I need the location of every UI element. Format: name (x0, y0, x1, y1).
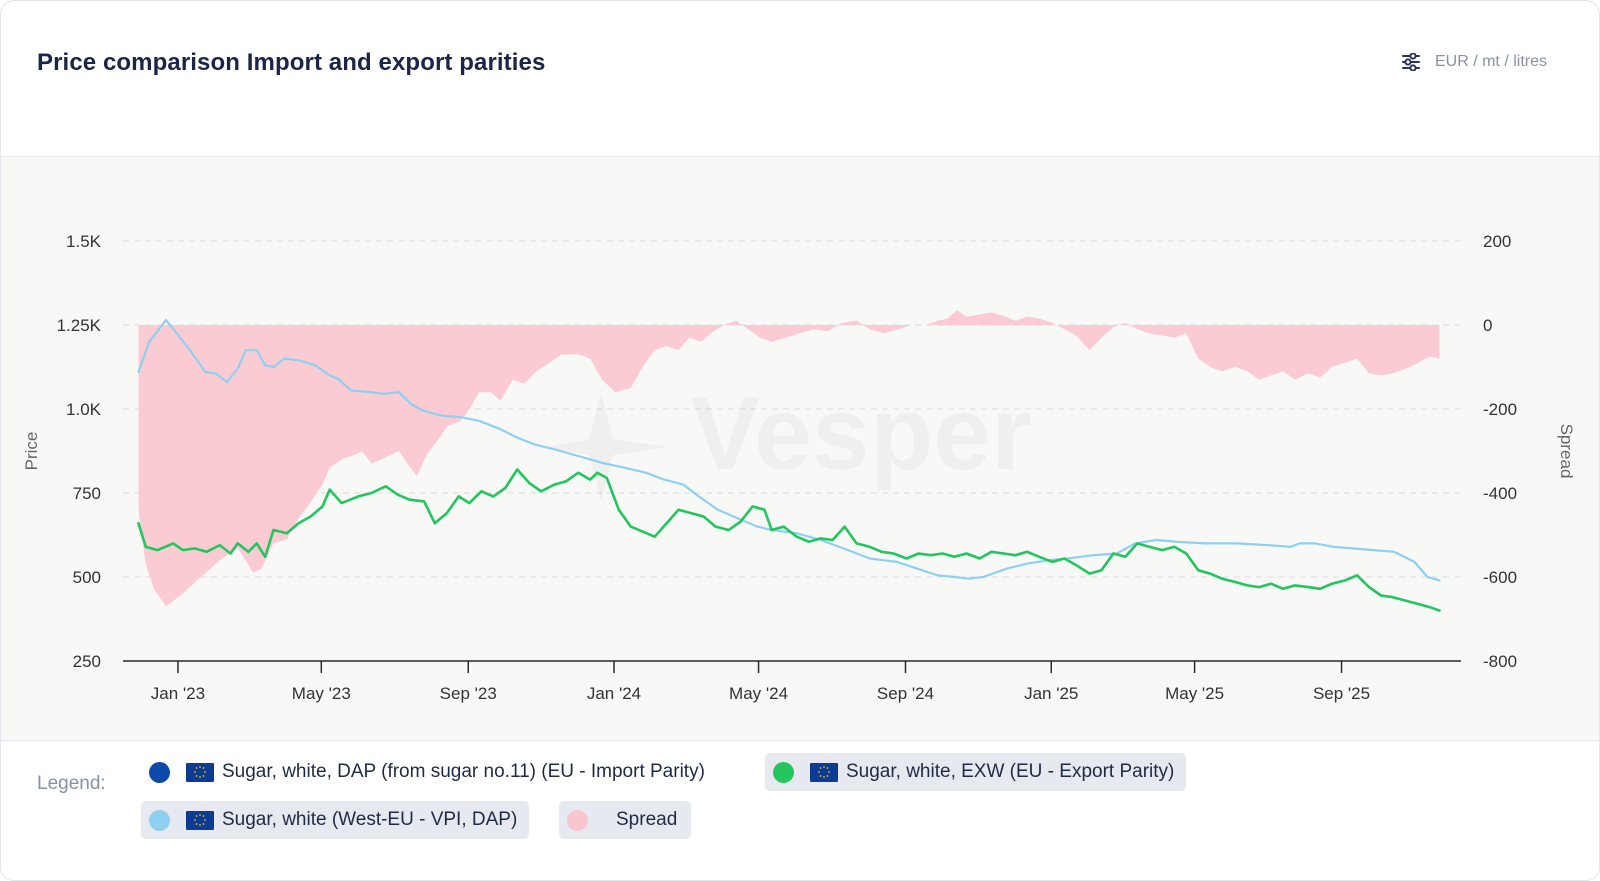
legend-dot (149, 761, 170, 783)
legend-dot (773, 761, 794, 783)
x-tick-label: May '25 (1165, 684, 1224, 703)
units-selector[interactable]: EUR / mt / litres (1401, 53, 1547, 71)
eu-flag-icon (186, 810, 214, 830)
x-tick-label: May '24 (729, 684, 788, 703)
legend-dot (149, 809, 170, 831)
legend-item-label: Sugar, white (West-EU - VPI, DAP) (222, 809, 518, 830)
y-left-tick-label: 500 (73, 568, 101, 587)
y-left-tick-label: 1.0K (66, 400, 102, 419)
x-tick-label: Jan '24 (587, 684, 641, 703)
legend-item-import-parity[interactable]: Sugar, white, DAP (from sugar no.11) (EU… (141, 753, 717, 791)
y-right-tick-label: 0 (1483, 316, 1492, 335)
eu-flag-icon (810, 762, 838, 782)
y-right-tick-label: -600 (1483, 568, 1517, 587)
series-spread-area (138, 310, 1440, 607)
legend-item-export-parity[interactable]: Sugar, white, EXW (EU - Export Parity) (765, 753, 1187, 791)
y-right-tick-label: -200 (1483, 400, 1517, 419)
y-left-tick-label: 750 (73, 484, 101, 503)
y-left-tick-label: 1.25K (57, 316, 102, 335)
sliders-icon[interactable] (1401, 53, 1421, 71)
legend-item-west-eu-vpi[interactable]: Sugar, white (West-EU - VPI, DAP) (141, 801, 530, 839)
watermark-text: Vesper (690, 376, 1031, 492)
price-chart: Vesper Jan '23 May '23 Sep '23 Jan '24 May '2… (22, 232, 1576, 703)
plot-area: Vesper Jan '23 May '23 Sep '23 Jan '24 May '2… (1, 157, 1599, 740)
y-right-tick-label: -800 (1483, 652, 1517, 671)
legend-item-label: Spread (616, 809, 678, 830)
x-tick-label: Sep '24 (877, 684, 934, 703)
y-right-tick-label: 200 (1483, 232, 1511, 251)
x-tick-label: Sep '25 (1313, 684, 1370, 703)
x-tick-label: Jan '25 (1024, 684, 1078, 703)
legend-dot (567, 809, 588, 831)
x-tick-label: Jan '23 (151, 684, 205, 703)
series-export-parity-line (137, 468, 1441, 612)
y-left-tick-label: 1.5K (66, 232, 102, 251)
eu-flag-icon (186, 762, 214, 782)
legend-item-label: Sugar, white, EXW (EU - Export Parity) (846, 761, 1175, 782)
legend-label: Legend: (37, 773, 106, 794)
y-left-axis-title: Price (22, 432, 41, 471)
page-title: Price comparison Import and export parit… (37, 49, 546, 76)
legend: Legend: Sugar, white, DAP (from sugar no… (1, 740, 1599, 880)
y-left-tick-label: 250 (73, 652, 101, 671)
units-label[interactable]: EUR / mt / litres (1434, 53, 1547, 70)
legend-item-label: Sugar, white, DAP (from sugar no.11) (EU… (222, 761, 705, 782)
x-tick-label: Sep '23 (440, 684, 497, 703)
y-right-axis-title: Spread (1557, 424, 1576, 479)
x-tick-label: May '23 (292, 684, 351, 703)
series-west-eu-vpi-line (137, 318, 1441, 582)
legend-item-spread[interactable]: Spread (559, 801, 692, 839)
card-header: Price comparison Import and export parit… (1, 1, 1599, 157)
y-right-tick-label: -400 (1483, 484, 1517, 503)
